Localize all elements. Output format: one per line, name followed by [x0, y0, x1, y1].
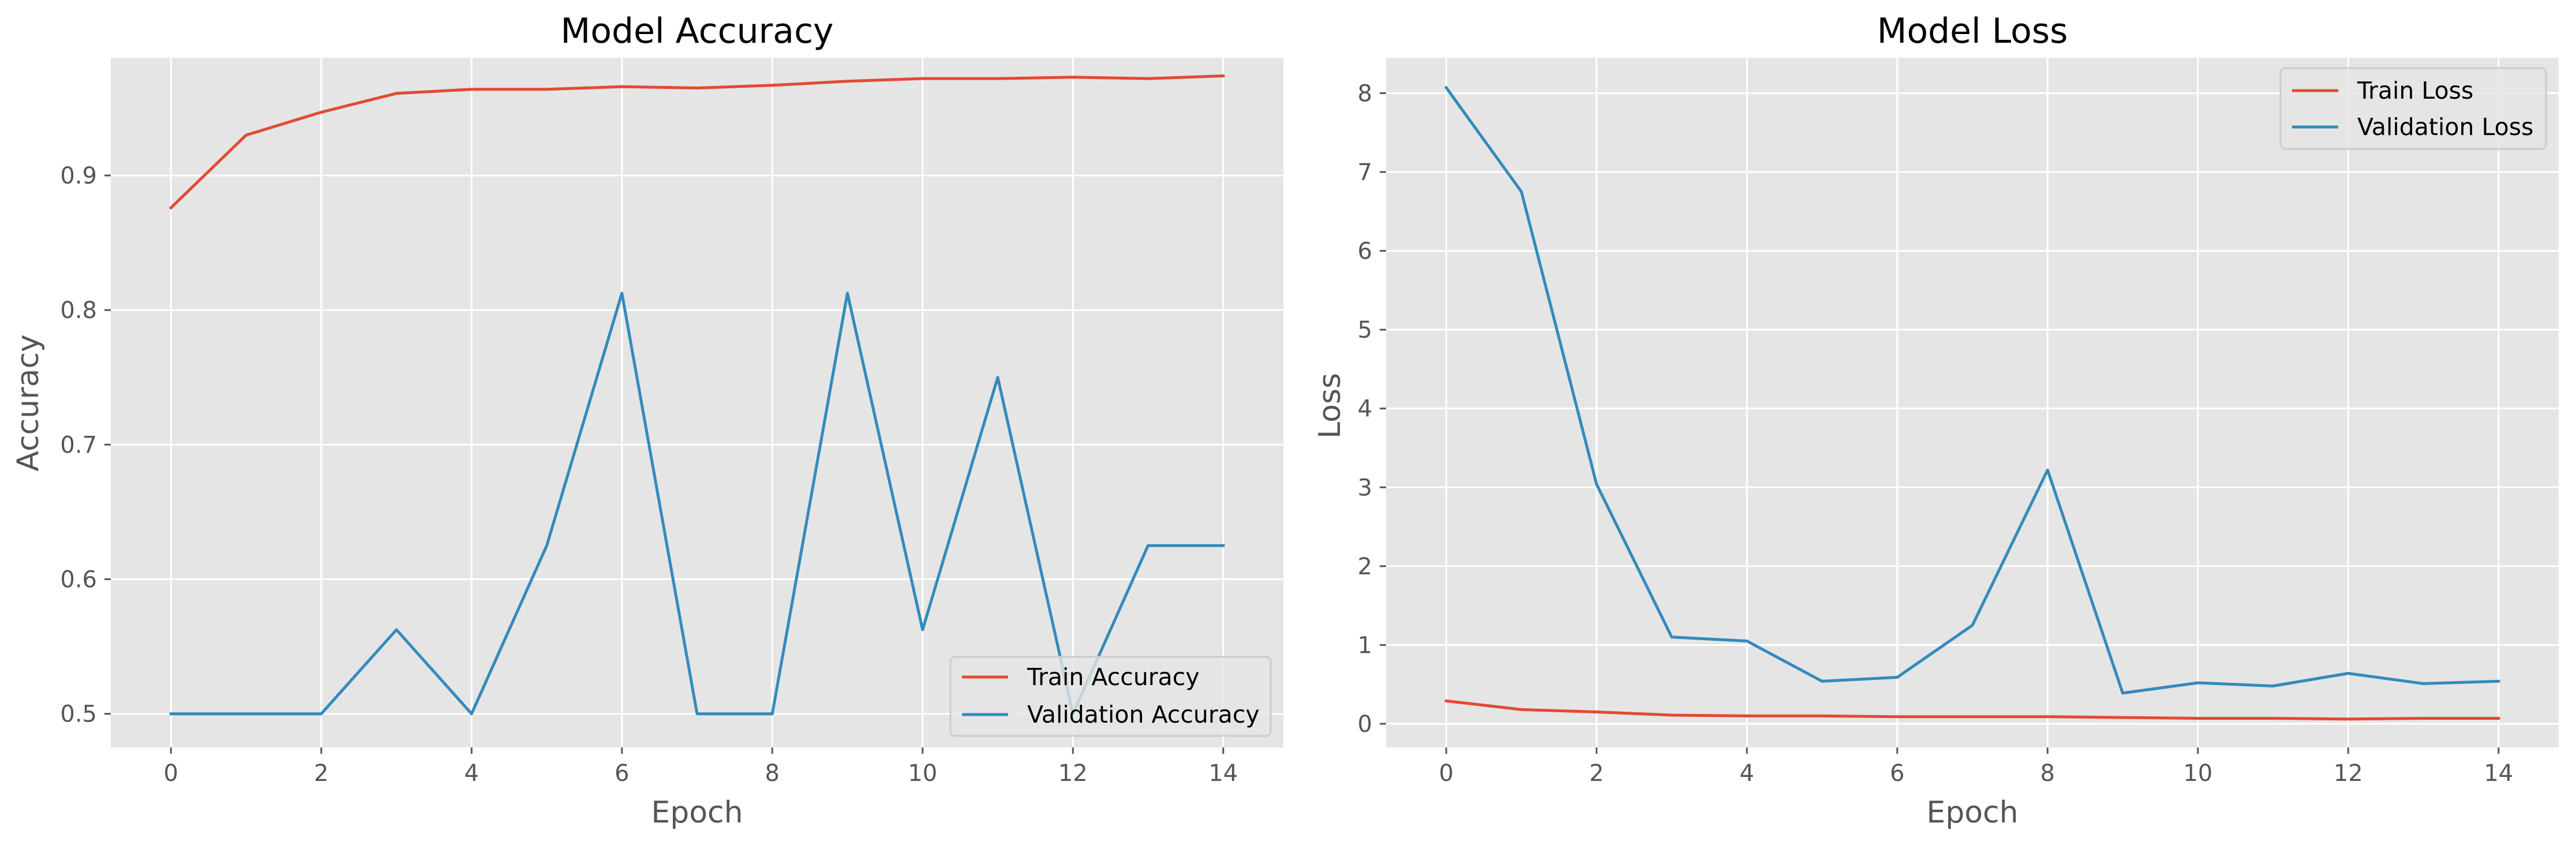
loss-y-tick-label-8: 8 — [1358, 80, 1372, 107]
loss-legend-box — [2279, 67, 2547, 150]
accuracy-legend: Train Accuracy Validation Accuracy — [949, 656, 1272, 737]
loss-grid — [1386, 58, 2559, 747]
accuracy-x-ticks: 0 2 4 6 8 10 12 14 — [163, 747, 1238, 787]
accuracy-x-tick-label-2: 2 — [314, 760, 328, 787]
loss-series-line-train — [1444, 699, 2500, 721]
loss-x-tick-label-2: 2 — [1589, 760, 1604, 787]
accuracy-x-tick-label-6: 6 — [615, 760, 629, 787]
loss-x-axis-label: Epoch — [1926, 795, 2018, 830]
loss-y-tick-label-7: 7 — [1358, 159, 1372, 186]
accuracy-x-tick-label-12: 12 — [1058, 760, 1088, 787]
accuracy-x-tick-label-4: 4 — [465, 760, 479, 787]
accuracy-y-tick-label-4: 0.9 — [60, 163, 97, 189]
loss-x-tick-label-10: 10 — [2183, 760, 2212, 787]
accuracy-legend-label-train: Train Accuracy — [1027, 663, 1200, 691]
loss-series-line-validation — [1444, 85, 2500, 695]
accuracy-y-tick-label-1: 0.6 — [60, 567, 97, 593]
loss-x-tick-label-12: 12 — [2334, 760, 2363, 787]
loss-y-axis-label: Loss — [1313, 373, 1347, 439]
loss-y-tick-label-6: 6 — [1358, 238, 1372, 265]
loss-x-tick-label-8: 8 — [2040, 760, 2055, 787]
accuracy-y-tick-label-0: 0.5 — [60, 701, 97, 728]
accuracy-x-tick-label-0: 0 — [163, 760, 178, 787]
accuracy-chart-title: Model Accuracy — [560, 11, 833, 51]
accuracy-x-tick-label-10: 10 — [908, 760, 937, 787]
accuracy-lines — [169, 74, 1225, 716]
accuracy-y-ticks: 0.5 0.6 0.7 0.8 0.9 — [60, 163, 111, 728]
loss-legend-label-validation: Validation Loss — [2357, 113, 2533, 141]
accuracy-y-tick-label-2: 0.7 — [60, 432, 97, 458]
loss-x-tick-label-4: 4 — [1740, 760, 1754, 787]
loss-y-tick-label-5: 5 — [1358, 317, 1372, 343]
accuracy-series-line-train — [169, 74, 1225, 210]
loss-y-ticks: 0 1 2 3 4 5 6 7 8 — [1358, 80, 1386, 738]
loss-y-tick-label-4: 4 — [1358, 396, 1372, 422]
loss-x-tick-label-6: 6 — [1890, 760, 1904, 787]
accuracy-y-axis-label: Accuracy — [11, 334, 46, 471]
loss-legend: Train Loss Validation Loss — [2279, 67, 2547, 150]
accuracy-x-tick-label-14: 14 — [1208, 760, 1238, 787]
accuracy-y-tick-label-3: 0.8 — [60, 297, 97, 324]
loss-x-tick-label-14: 14 — [2484, 760, 2513, 787]
accuracy-panel: 0 2 4 6 8 10 12 14 0.5 0.6 0.7 0.8 0.9 Model Accura… — [11, 11, 1283, 830]
loss-chart-title: Model Loss — [1877, 11, 2068, 51]
loss-y-tick-label-3: 3 — [1358, 474, 1372, 501]
loss-lines — [1444, 85, 2500, 721]
loss-y-tick-label-2: 2 — [1358, 554, 1372, 580]
loss-plot-area — [1386, 58, 2559, 747]
loss-legend-label-train: Train Loss — [2357, 77, 2473, 104]
loss-y-tick-label-0: 0 — [1358, 711, 1372, 738]
accuracy-series-line-validation — [169, 291, 1225, 716]
accuracy-plot-area — [111, 58, 1283, 747]
accuracy-legend-box — [949, 656, 1272, 737]
accuracy-x-tick-label-8: 8 — [765, 760, 780, 787]
loss-x-ticks: 0 2 4 6 8 10 12 14 — [1439, 747, 2513, 787]
loss-y-tick-label-1: 1 — [1358, 632, 1372, 659]
loss-x-tick-label-0: 0 — [1439, 760, 1453, 787]
accuracy-legend-label-validation: Validation Accuracy — [1027, 701, 1260, 728]
accuracy-x-axis-label: Epoch — [651, 795, 743, 830]
